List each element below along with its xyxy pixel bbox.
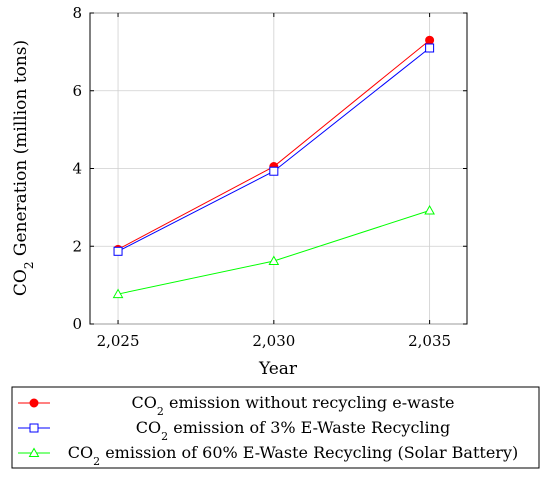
y-tick-label: 0 (72, 315, 82, 333)
data-point (269, 166, 279, 176)
x-tick-label: 2,025 (97, 332, 140, 350)
legend-entry: CO2 emission of 3% E-Waste Recycling (18, 418, 450, 443)
legend-label-suffix: emission of 3% E-Waste Recycling (168, 418, 450, 437)
legend-label-suffix: emission of 60% E-Waste Recycling (Solar… (100, 443, 518, 462)
legend-entry: CO2 emission of 60% E-Waste Recycling (S… (18, 443, 518, 468)
data-point (113, 246, 123, 256)
legend-label-sub: 2 (161, 430, 168, 443)
legend-label-sub: 2 (157, 405, 164, 418)
data-point (268, 255, 280, 266)
y-tick-label: 6 (72, 82, 82, 100)
y-tick-label: 4 (72, 160, 82, 178)
grid (90, 12, 467, 325)
y-axis-label: CO2 Generation (million tons) (11, 40, 36, 296)
data-point (424, 204, 435, 215)
y-tick-label: 8 (72, 4, 82, 22)
data-point (112, 288, 124, 299)
series-layer (112, 35, 435, 299)
y-tick-label: 2 (72, 237, 82, 255)
legend-swatch-marker (29, 423, 39, 433)
legend-swatch-marker (29, 398, 39, 408)
y-axis-ticks: 0 2 4 6 8 (72, 4, 467, 333)
series-3 (112, 204, 435, 299)
legend-label: CO2 emission of 3% E-Waste Recycling (136, 418, 450, 443)
x-tick-label: 2,030 (252, 332, 295, 350)
legend-label: CO2 emission of 60% E-Waste Recycling (S… (68, 443, 518, 468)
legend: CO2 emission without recycling e-wasteCO… (18, 393, 518, 468)
y-axis-label-prefix: CO (11, 269, 31, 296)
legend-label-suffix: emission without recycling e-waste (164, 393, 455, 412)
legend-swatch-marker (28, 447, 40, 457)
y-axis-label-suffix: Generation (million tons) (11, 40, 31, 262)
legend-entry: CO2 emission without recycling e-waste (18, 393, 454, 418)
data-point (425, 35, 435, 45)
series-2 (113, 43, 435, 256)
y-axis-label-sub: 2 (22, 262, 36, 270)
legend-label: CO2 emission without recycling e-waste (132, 393, 455, 418)
legend-label-prefix: CO (132, 393, 157, 412)
legend-label-prefix: CO (136, 418, 161, 437)
x-axis-ticks: 2,025 2,030 2,035 (97, 13, 451, 350)
legend-label-prefix: CO (68, 443, 93, 462)
x-axis-label: Year (258, 359, 298, 379)
legend-box (11, 386, 540, 469)
legend-label-sub: 2 (93, 455, 100, 468)
data-point (425, 43, 435, 53)
x-tick-label: 2,035 (408, 332, 451, 350)
